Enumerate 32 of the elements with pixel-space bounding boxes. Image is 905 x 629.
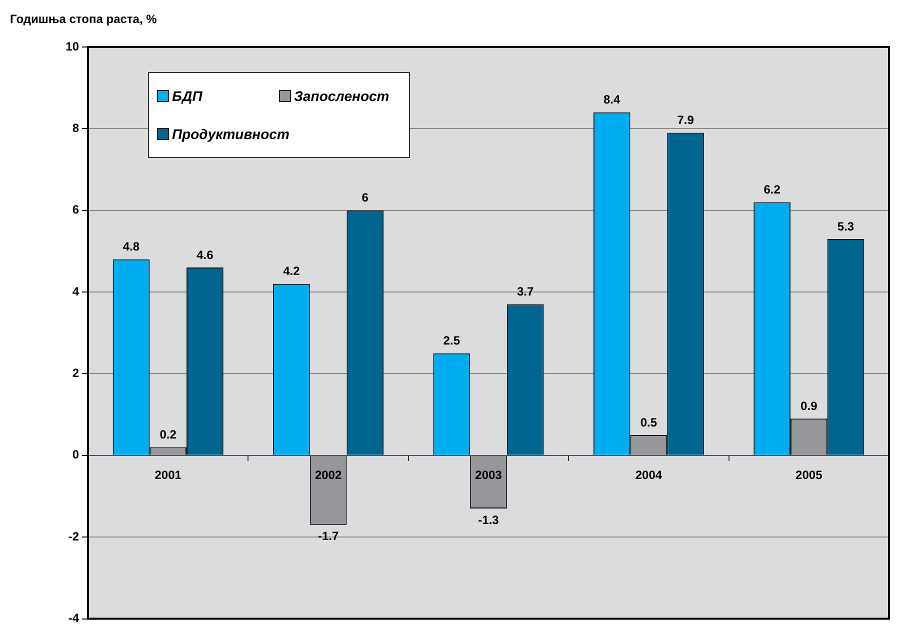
x-tick-label: 2004 — [635, 468, 662, 482]
legend-label: БДП — [172, 88, 202, 104]
x-tick-label: 2002 — [314, 468, 342, 482]
x-tick-label: 2001 — [154, 468, 182, 482]
x-tick-label: 2005 — [796, 468, 823, 482]
data-label: 6.2 — [764, 182, 781, 197]
data-label: 3.7 — [517, 284, 534, 299]
data-label: 4.2 — [283, 264, 300, 278]
y-tick-label: -4 — [68, 611, 80, 626]
data-label: 0.9 — [800, 398, 818, 413]
data-label: 4.8 — [122, 240, 140, 254]
data-label: 6 — [362, 190, 369, 205]
data-label: -1.7 — [318, 529, 339, 544]
y-tick-label: 0 — [72, 448, 80, 462]
legend-label: Продуктивност — [172, 126, 290, 142]
data-label: 0.2 — [160, 428, 177, 442]
x-tick-label: 2003 — [475, 468, 502, 482]
y-tick-label: -2 — [68, 529, 80, 544]
legend-label: Запосленост — [294, 88, 390, 104]
data-label: 4.6 — [196, 248, 214, 262]
data-label: -1.3 — [478, 512, 500, 527]
data-label: 8.4 — [604, 92, 621, 107]
data-label: 2.5 — [443, 334, 460, 348]
y-axis-title: Годишња стопа раста, % — [10, 12, 157, 26]
y-tick-label: 4 — [72, 284, 80, 298]
y-tick-label: 10 — [66, 39, 80, 54]
data-label: 0.5 — [640, 415, 658, 430]
y-tick-label: 8 — [72, 121, 80, 135]
data-label: 7.9 — [677, 113, 694, 128]
data-label: 5.3 — [837, 219, 854, 234]
y-tick-label: 2 — [72, 366, 80, 380]
y-tick-label: 6 — [72, 202, 80, 217]
